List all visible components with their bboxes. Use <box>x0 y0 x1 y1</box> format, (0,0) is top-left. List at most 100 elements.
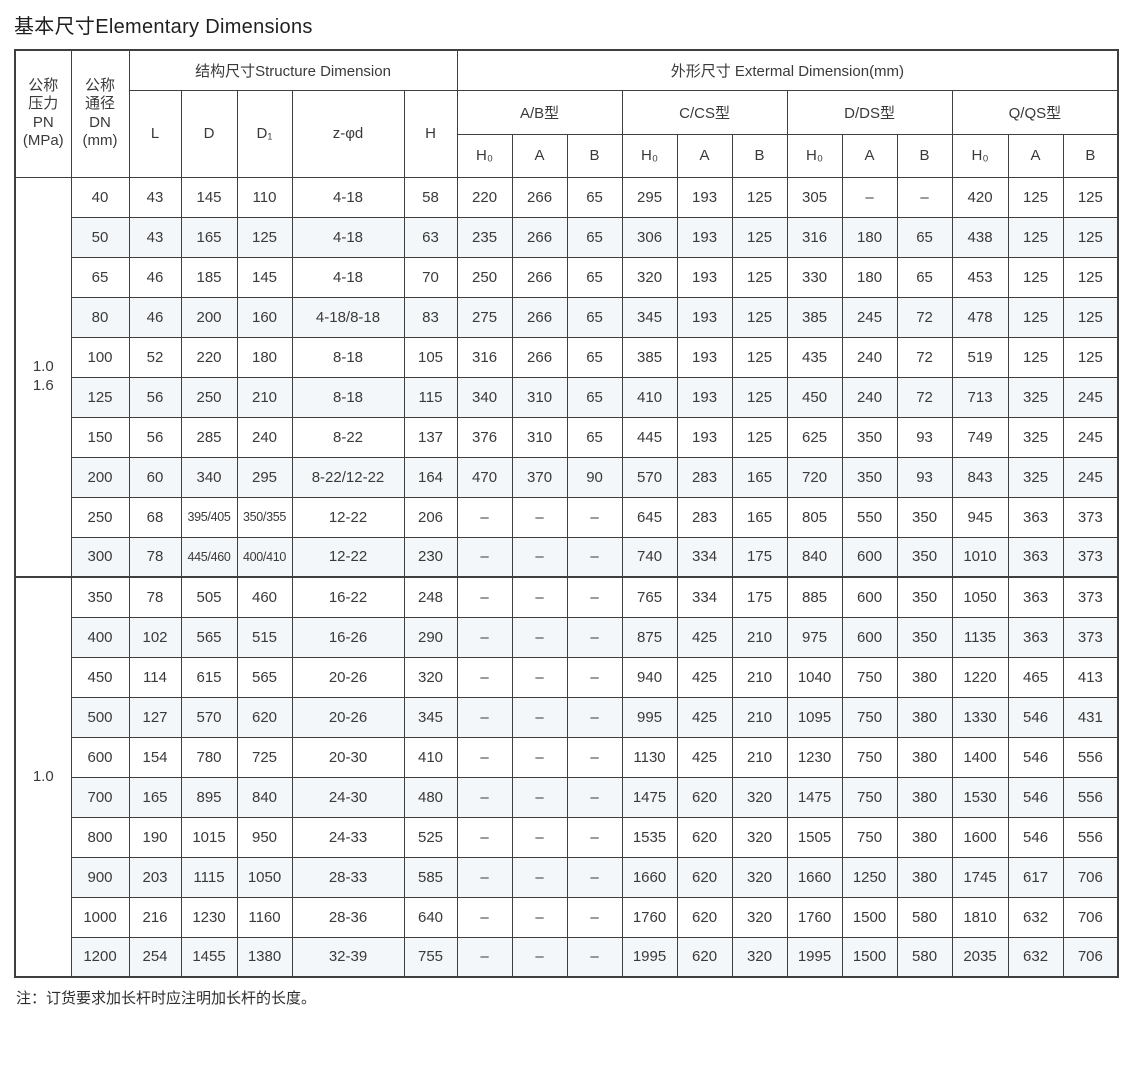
dim-value: 20-30 <box>291 736 405 778</box>
header-dn: 公称 通径 DN (mm) <box>70 49 130 178</box>
dn-value: 700 <box>70 776 130 818</box>
dim-value: – <box>566 576 623 618</box>
dim-value: 193 <box>676 336 733 378</box>
dim-value: 8-18 <box>291 376 405 418</box>
dim-value: 110 <box>236 176 293 218</box>
header-dds-b: B <box>896 133 953 178</box>
header-col-D1: D₁ <box>236 89 293 178</box>
dim-value: 425 <box>676 656 733 698</box>
dim-value: 220 <box>180 336 238 378</box>
dim-value: 376 <box>456 416 513 458</box>
dim-value: 125 <box>731 416 788 458</box>
dim-value: 706 <box>1062 856 1119 898</box>
dim-value: 1250 <box>841 856 898 898</box>
dim-value: 310 <box>511 376 568 418</box>
dim-value: 330 <box>786 256 843 298</box>
dim-value: – <box>456 496 513 538</box>
table-row: 450 114 615 565 20-26 320– – –940 425 210 1040 750 3… <box>15 656 1119 698</box>
dim-value: 373 <box>1062 616 1119 658</box>
dim-value: – <box>456 816 513 858</box>
dim-value: 65 <box>566 216 623 258</box>
dim-value: 1505 <box>786 816 843 858</box>
dim-value: 950 <box>236 816 293 858</box>
dim-value: 750 <box>841 736 898 778</box>
dim-value: 266 <box>511 336 568 378</box>
header-type-ccs: C/CS型 <box>621 89 788 135</box>
dim-value: 345 <box>621 296 678 338</box>
header-pn-line: 压力 <box>28 95 59 113</box>
header-pn: 公称 压力 PN (MPa) <box>14 49 72 178</box>
dim-value: 875 <box>621 616 678 658</box>
dim-value: 8-22 <box>291 416 405 458</box>
dim-value: 305 <box>786 176 843 218</box>
dn-value: 300 <box>70 536 130 578</box>
dim-value: 350/355 <box>236 496 293 538</box>
dim-value: 20-26 <box>291 696 405 738</box>
dim-value: 125 <box>731 176 788 218</box>
dim-value: 620 <box>676 816 733 858</box>
dim-value: 320 <box>403 656 458 698</box>
dim-value: 125 <box>1007 176 1064 218</box>
dim-value: 765 <box>621 576 678 618</box>
dim-value: 1130 <box>621 736 678 778</box>
dim-value: 515 <box>236 616 293 658</box>
dim-value: 43 <box>128 176 182 218</box>
dim-value: 125 <box>236 216 293 258</box>
dim-value: 245 <box>1062 376 1119 418</box>
dim-value: 413 <box>1062 656 1119 698</box>
dim-value: 410 <box>403 736 458 778</box>
pn-value: 1.0 <box>14 576 72 978</box>
dim-value: – <box>896 176 953 218</box>
dim-value: 350 <box>896 616 953 658</box>
dim-value: – <box>511 936 568 978</box>
dim-value: 65 <box>566 376 623 418</box>
table-row: 700 165 895 840 24-30 480– – –1475 620 320 1475 750… <box>15 776 1119 818</box>
dim-value: 370 <box>511 456 568 498</box>
dim-value: 1050 <box>236 856 293 898</box>
dim-value: 52 <box>128 336 182 378</box>
dim-value: 565 <box>180 616 238 658</box>
dim-value: 600 <box>841 536 898 578</box>
dim-value: 600 <box>841 616 898 658</box>
dim-value: 283 <box>676 456 733 498</box>
dim-value: 460 <box>236 576 293 618</box>
header-ccs-h0: H₀ <box>621 133 678 178</box>
dim-value: 83 <box>403 296 458 338</box>
dim-value: 840 <box>236 776 293 818</box>
dim-value: – <box>456 736 513 778</box>
dim-value: 206 <box>403 496 458 538</box>
header-ccs-b: B <box>731 133 788 178</box>
dim-value: 425 <box>676 696 733 738</box>
dim-value: 290 <box>403 616 458 658</box>
dim-value: 105 <box>403 336 458 378</box>
dim-value: 145 <box>180 176 238 218</box>
dim-value: 546 <box>1007 816 1064 858</box>
dim-value: 1760 <box>621 896 678 938</box>
dim-value: – <box>511 696 568 738</box>
dim-value: – <box>511 576 568 618</box>
dim-value: 56 <box>128 376 182 418</box>
dim-value: 295 <box>236 456 293 498</box>
dim-value: 275 <box>456 296 513 338</box>
dim-value: 334 <box>676 576 733 618</box>
dim-value: 620 <box>236 696 293 738</box>
dim-value: 102 <box>128 616 182 658</box>
dim-value: – <box>511 736 568 778</box>
table-header: 公称 压力 PN (MPa) 公称 通径 DN (mm) 结构尺寸Structu… <box>14 49 1119 178</box>
dim-value: 68 <box>128 496 182 538</box>
dim-value: 46 <box>128 296 182 338</box>
header-row-types: L D D₁ z-φd H A/B型 C/CS型 D/DS型 Q/QS型 <box>15 89 1119 178</box>
header-qqs-b: B <box>1062 133 1119 178</box>
dn-value: 65 <box>70 256 130 298</box>
table-row: 600 154 780 725 20-30 410– – –1130 425 210 1230 750… <box>15 736 1119 778</box>
dim-value: 1475 <box>786 776 843 818</box>
dim-value: 740 <box>621 536 678 578</box>
dim-value: 885 <box>786 576 843 618</box>
dim-value: 254 <box>128 936 182 978</box>
dim-value: 295 <box>621 176 678 218</box>
table-row: 50 43 165 125 4-18 63 235 266 65 306 193 125 316 180 6… <box>15 216 1119 258</box>
table-row: 1.0 1.6 40 43 145 110 4-18 58 220 266 65 295 193 125 3… <box>14 176 1119 578</box>
dn-value: 150 <box>70 416 130 458</box>
dim-value: 125 <box>731 216 788 258</box>
table-row: 300 78 445/460 400/410 12-22 230– – –740 334 175 8… <box>15 536 1119 578</box>
